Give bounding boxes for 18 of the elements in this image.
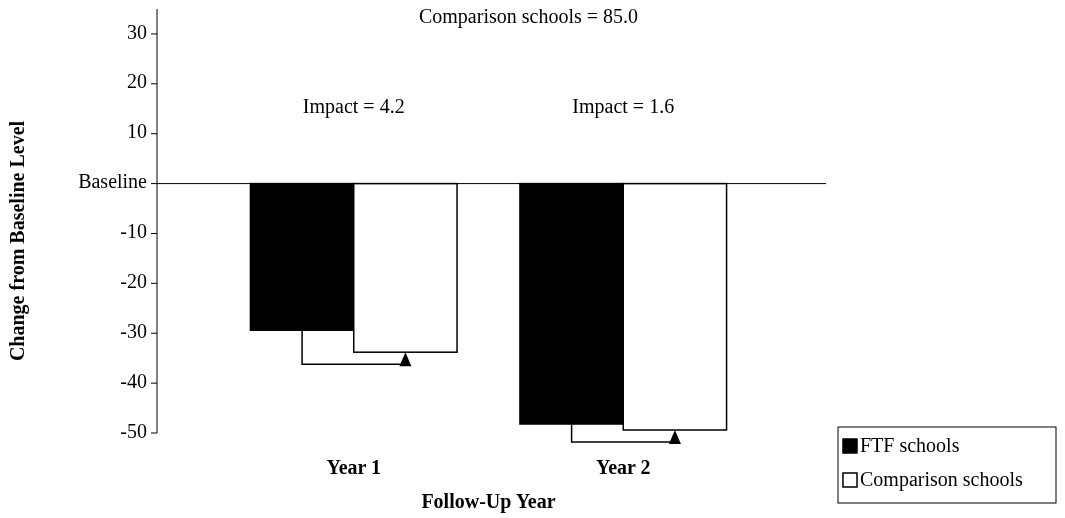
y-tick-label: -20 bbox=[120, 269, 147, 292]
y-tick-label: Baseline bbox=[78, 170, 148, 193]
legend-label: FTF schools bbox=[860, 434, 960, 456]
x-tick-label: Year 1 bbox=[326, 456, 382, 478]
annotation: Impact = 4.2 bbox=[302, 95, 405, 119]
y-tick-label: 30 bbox=[127, 20, 147, 43]
y-tick-label: -30 bbox=[120, 319, 147, 342]
y-tick-label: -50 bbox=[120, 419, 147, 442]
annotation: Comparison schools = 85.0 bbox=[418, 5, 639, 28]
x-tick-label: Year 2 bbox=[595, 456, 651, 478]
y-tick-label: -40 bbox=[120, 369, 147, 392]
y-tick-label: 20 bbox=[127, 70, 147, 93]
y-tick-label: -10 bbox=[120, 220, 147, 243]
y-tick-label: 10 bbox=[127, 120, 147, 143]
x-axis-title: Follow-Up Year bbox=[421, 490, 556, 513]
y-axis-title: Change from Baseline Level bbox=[6, 120, 29, 362]
annotation: Impact = 1.6 bbox=[572, 95, 675, 119]
legend-label: Comparison schools bbox=[860, 468, 1023, 491]
